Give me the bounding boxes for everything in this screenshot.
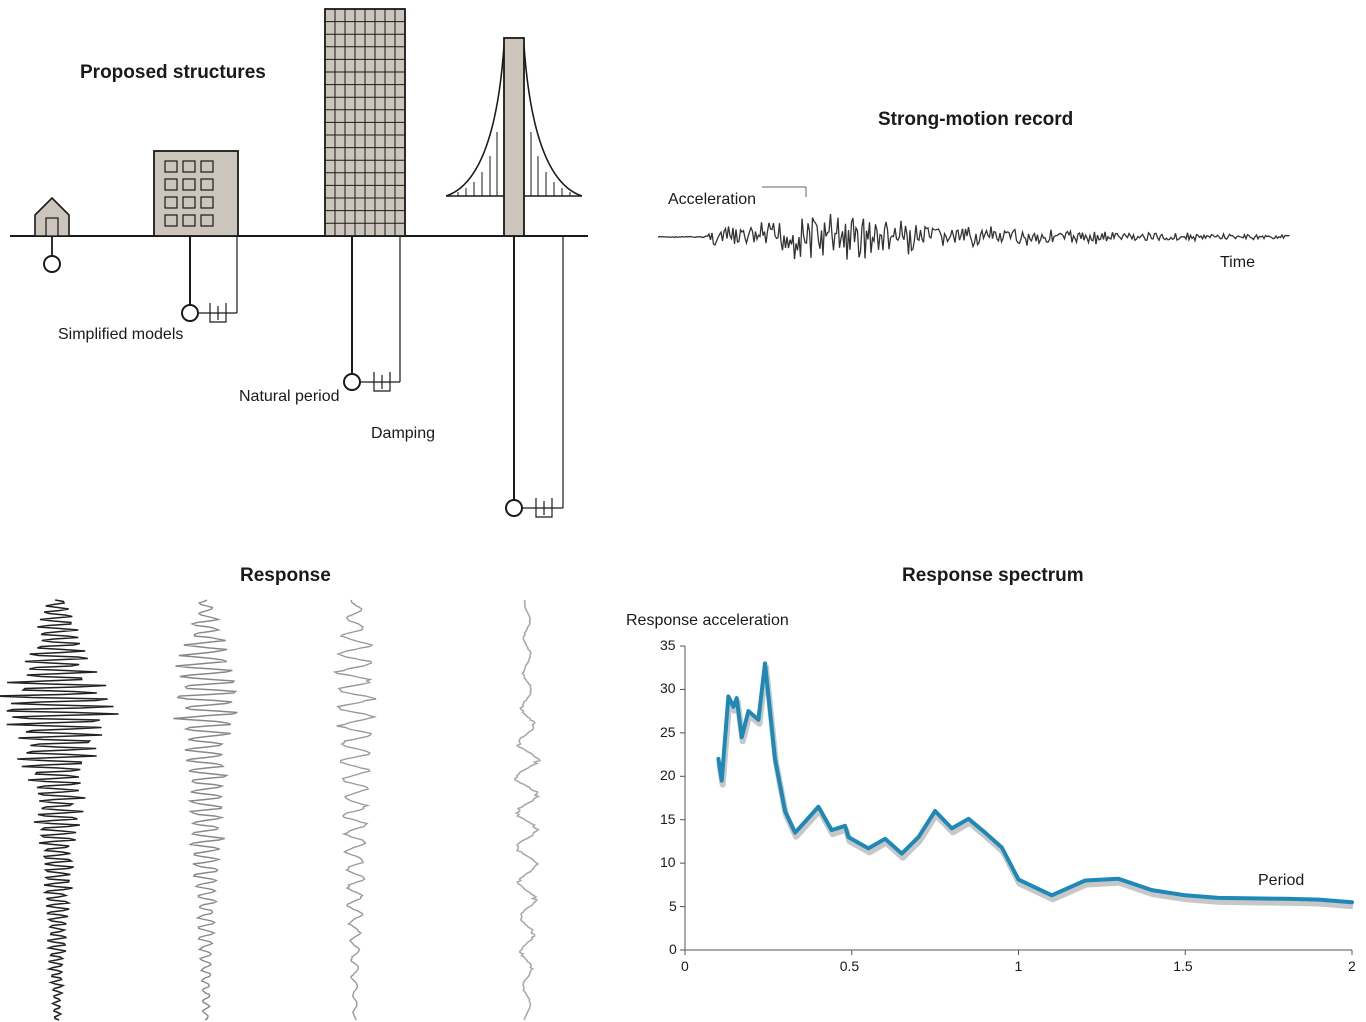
response-trace-2: [173, 599, 238, 1021]
y-tick-label: 5: [669, 897, 677, 914]
x-tick-label: 0: [681, 958, 689, 974]
proposed-structures-title: Proposed structures: [80, 62, 266, 83]
mass-node: [43, 255, 61, 273]
y-tick-label: 35: [660, 637, 676, 653]
mid-rise-building: [153, 150, 239, 323]
natural-period-label: Natural period: [239, 388, 340, 405]
response-spectrum-chart: [680, 645, 1354, 955]
strong-motion-waveform: [657, 213, 1290, 260]
x-axis-label: Period: [1258, 872, 1305, 889]
time-label: Time: [1220, 254, 1255, 271]
mass-node: [343, 373, 361, 391]
y-tick-label: 30: [660, 680, 676, 697]
strong-motion-title: Strong-motion record: [878, 109, 1074, 130]
y-tick-label: 10: [660, 854, 676, 871]
simplified-models-label: Simplified models: [58, 326, 184, 343]
mass-node: [505, 499, 523, 517]
x-tick-label: 1.5: [1173, 958, 1193, 974]
damper-icon: [522, 498, 563, 518]
response-title: Response: [240, 565, 331, 586]
response-waveforms: [0, 599, 542, 1021]
response-trace-4: [513, 599, 542, 1021]
suspension-bridge-tower: [445, 37, 583, 518]
y-tick-label: 25: [660, 723, 676, 740]
y-tick-label: 20: [660, 767, 676, 784]
response-trace-1: [0, 599, 119, 1021]
x-tick-label: 1: [1014, 958, 1023, 974]
spectrum-shadow: [716, 664, 1354, 910]
spectrum-line: [716, 661, 1354, 905]
acceleration-label: Acceleration: [668, 191, 757, 208]
damper-icon: [360, 372, 400, 392]
y-tick-label: 15: [660, 810, 676, 827]
damper-icon: [198, 303, 237, 323]
x-tick-label: 0.5: [839, 958, 860, 974]
x-tick-label: 2: [1348, 958, 1356, 974]
response-spectrum-title: Response spectrum: [902, 565, 1084, 586]
y-axis-label: Response acceleration: [626, 612, 789, 629]
damping-label: Damping: [371, 425, 436, 442]
mass-node: [181, 304, 199, 322]
y-tick-label: 0: [669, 941, 677, 957]
high-rise-building: [324, 8, 406, 392]
house-structure: [34, 196, 70, 273]
response-trace-3: [332, 599, 378, 1021]
